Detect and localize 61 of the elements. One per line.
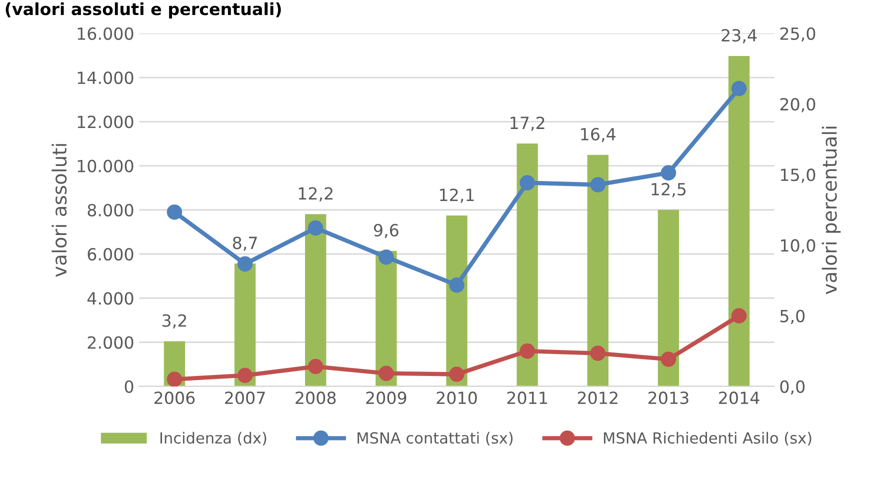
point [449, 366, 464, 382]
data-label: 12,5 [652, 182, 686, 198]
bar [728, 56, 750, 386]
x-tick-label: 2012 [578, 392, 618, 404]
legend-label: MSNA contattati (sx) [358, 432, 513, 446]
y2-tick-label: 25,0 [780, 27, 816, 42]
chart-title: (valori assoluti e percentuali) [6, 2, 281, 19]
y-tick-label: 16.000 [78, 27, 134, 40]
x-tick-label: 2014 [719, 392, 760, 404]
point [166, 204, 182, 220]
data-label: 12,1 [440, 188, 474, 203]
point [308, 220, 324, 236]
data-label: 23,4 [722, 29, 757, 44]
point [520, 343, 535, 359]
point [308, 358, 324, 374]
point [590, 346, 606, 361]
data-label: 9,6 [374, 224, 398, 238]
x-tick-label: 2006 [154, 392, 195, 404]
y-tick-label: 8.000 [88, 204, 134, 216]
data-label: 3,2 [162, 314, 186, 329]
bar [587, 154, 608, 386]
data-label: 16,4 [581, 128, 616, 142]
x-tick-label: 2011 [507, 392, 547, 404]
x-tick-label: 2008 [296, 392, 336, 404]
point [731, 80, 747, 96]
point [378, 366, 394, 381]
point [660, 352, 676, 367]
y-tick-label: 12.000 [78, 116, 134, 128]
data-label: 12,2 [298, 187, 332, 202]
y-tick-label: 14.000 [78, 71, 134, 84]
y2-tick-label: 0,0 [780, 380, 805, 395]
point [660, 165, 676, 180]
point [166, 372, 182, 386]
point [731, 308, 747, 324]
y2-axis-title: valori percentuali [822, 126, 841, 294]
legend-label: MSNA Richiedenti Asilo (sx) [604, 432, 812, 446]
x-tick-label: 2009 [366, 392, 406, 404]
y2-tick-label: 10,0 [780, 239, 816, 254]
bar [658, 210, 680, 386]
point [449, 277, 464, 293]
data-label: 17,2 [510, 116, 544, 131]
x-tick-label: 2013 [648, 392, 688, 404]
y-tick-label: 10.000 [78, 160, 134, 172]
legend-label: Incidenza (dx) [160, 432, 266, 446]
point [590, 177, 606, 192]
y-tick-label: 4.000 [87, 292, 134, 305]
data-label: 8,7 [232, 236, 257, 251]
point [378, 249, 394, 265]
y-tick-label: 0 [124, 380, 134, 393]
point [520, 175, 535, 190]
point [237, 256, 253, 272]
y2-tick-label: 15,0 [780, 168, 816, 183]
y-axis-title: valori assoluti [52, 144, 67, 277]
x-tick-label: 2010 [436, 392, 477, 404]
y-tick-label: 6.000 [88, 248, 134, 261]
y2-tick-label: 5,0 [780, 310, 805, 324]
x-tick-label: 2007 [225, 392, 265, 404]
y-tick-label: 2.000 [88, 336, 134, 349]
bar [516, 144, 538, 386]
point [237, 368, 253, 383]
y2-tick-label: 20,0 [780, 98, 816, 112]
